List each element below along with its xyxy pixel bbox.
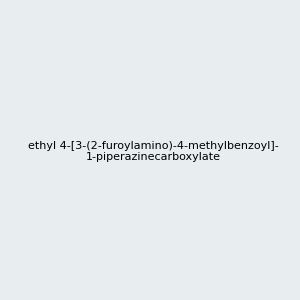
Text: ethyl 4-[3-(2-furoylamino)-4-methylbenzoyl]-
1-piperazinecarboxylate: ethyl 4-[3-(2-furoylamino)-4-methylbenzo… xyxy=(28,141,279,162)
